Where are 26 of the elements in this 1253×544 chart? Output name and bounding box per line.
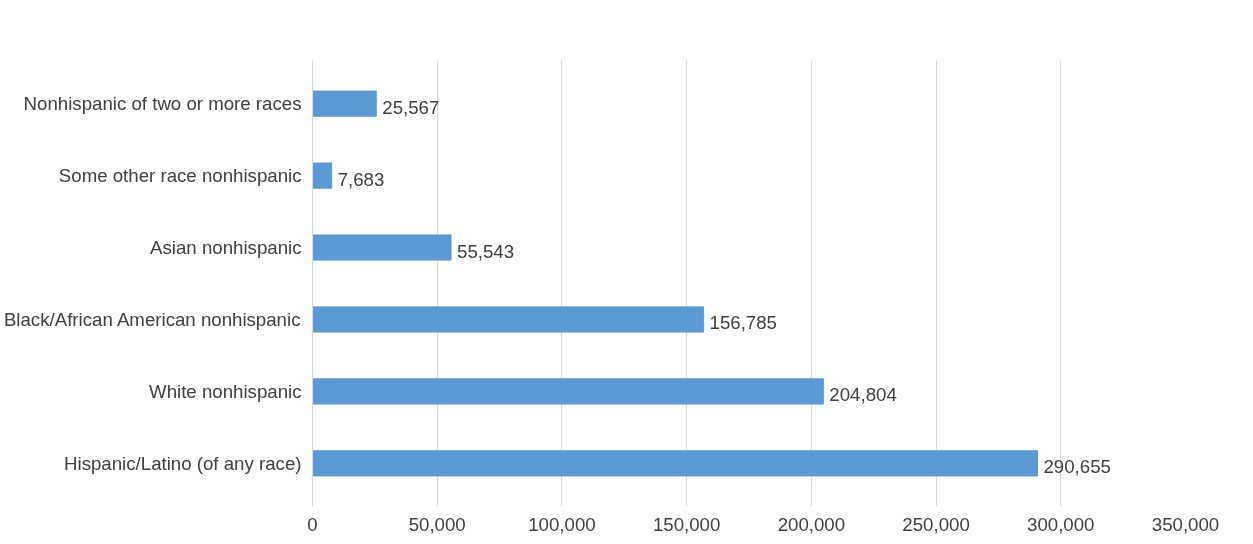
data-label: 25,567: [382, 96, 440, 118]
x-tick-label: 50,000: [408, 513, 466, 535]
bar: [312, 306, 705, 333]
data-label: 7,683: [337, 168, 385, 190]
x-tick-label: 0: [307, 513, 318, 535]
y-tick-label: Black/African American nonhispanic: [3, 308, 301, 330]
x-tick-label: 150,000: [652, 513, 721, 535]
data-label: 204,804: [829, 384, 897, 406]
x-tick-label: 300,000: [1027, 513, 1095, 535]
bar: [312, 90, 377, 117]
data-label: 290,655: [1043, 456, 1111, 478]
y-tick-label: Asian nonhispanic: [150, 237, 302, 259]
bar: [312, 234, 452, 261]
bar: [312, 378, 824, 405]
y-tick-label: Some other race nonhispanic: [58, 165, 302, 187]
x-tick-label: 100,000: [528, 513, 596, 535]
data-label: 156,785: [709, 312, 778, 334]
bar: [312, 162, 333, 189]
bar: [312, 450, 1038, 477]
y-tick-label: Hispanic/Latino (of any race): [64, 452, 302, 474]
x-tick-label: 200,000: [777, 513, 846, 535]
y-tick-label: White nonhispanic: [149, 380, 302, 402]
data-label: 55,543: [457, 240, 515, 262]
x-tick-label: 350,000: [1151, 513, 1220, 535]
y-tick-label: Nonhispanic of two or more races: [23, 93, 302, 115]
x-tick-label: 250,000: [902, 513, 970, 535]
